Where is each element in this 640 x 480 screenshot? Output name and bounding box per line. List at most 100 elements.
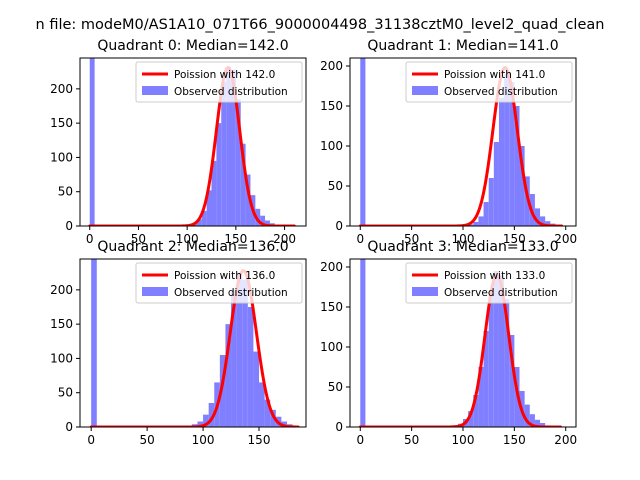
- histogram-bar: [216, 123, 222, 226]
- histogram-bar: [519, 146, 525, 226]
- y-tick-label: 0: [65, 219, 73, 233]
- y-tick-label: 200: [50, 283, 73, 297]
- histogram-bar: [534, 419, 541, 427]
- legend: Poission with 136.0 Observed distribution: [135, 262, 303, 304]
- quadrant-2-chart: 0 50 100 150 0 50 100 150 200 Quadrant 2: Median=…: [50, 239, 307, 447]
- histogram-bar: [498, 275, 505, 427]
- histogram-bar: [196, 219, 202, 226]
- histogram-bar: [226, 66, 231, 226]
- histogram-bar: [260, 215, 266, 226]
- figure-suptitle: n file: modeM0/AS1A10_071T66_9000004498_…: [36, 17, 605, 33]
- histogram-bar: [478, 216, 484, 226]
- x-tick-label: 150: [224, 232, 247, 246]
- quadrant-1-title: Quadrant 1: Median=141.0: [367, 38, 558, 54]
- y-tick-label: 100: [50, 150, 73, 164]
- y-tick-label: 0: [335, 219, 343, 233]
- x-tick-label: 50: [131, 232, 146, 246]
- x-tick-label: 150: [503, 433, 526, 447]
- histogram-bar: [468, 224, 474, 226]
- histogram-bar: [281, 421, 287, 427]
- legend-hist-label: Observed distribution: [174, 86, 288, 98]
- quadrant-2-title: Quadrant 2: Median=136.0: [97, 239, 288, 255]
- histogram-bar: [231, 289, 237, 427]
- legend-box: [135, 61, 303, 103]
- histogram-bar: [240, 143, 246, 226]
- legend-box: [135, 262, 303, 304]
- y-tick-label: 100: [320, 139, 343, 153]
- x-tick-label: 0: [86, 232, 94, 246]
- histogram-bar: [504, 299, 510, 427]
- histogram-bar: [529, 414, 535, 427]
- legend-curve-label: Poission with 142.0: [174, 69, 275, 81]
- quadrant-3-title: Quadrant 3: Median=133.0: [367, 239, 558, 255]
- x-tick-label: 200: [554, 433, 577, 447]
- histogram-bar: [498, 98, 505, 226]
- legend-curve-label: Poission with 136.0: [174, 270, 275, 282]
- x-tick-label: 50: [404, 232, 419, 246]
- histogram-bar: [509, 82, 515, 226]
- legend-hist-swatch: [412, 86, 438, 95]
- histogram-bar: [270, 409, 276, 427]
- y-tick-label: 200: [50, 82, 73, 96]
- histogram-bar: [360, 58, 366, 226]
- histogram-bar: [468, 411, 474, 427]
- legend-hist-label: Observed distribution: [444, 86, 558, 98]
- x-tick-label: 100: [452, 232, 475, 246]
- histogram-bar: [514, 106, 520, 226]
- histogram-bar: [89, 58, 95, 226]
- histogram-bar: [203, 414, 209, 427]
- legend-hist-swatch: [142, 86, 168, 95]
- legend-curve-label: Poission with 141.0: [444, 69, 545, 81]
- histogram-bar: [219, 355, 226, 427]
- x-tick-label: 0: [87, 433, 95, 447]
- histogram-bar: [504, 74, 510, 226]
- quadrant-3-plot-area: [358, 259, 563, 427]
- histogram-bar: [478, 367, 484, 427]
- legend-hist-swatch: [142, 287, 168, 296]
- histogram-bar: [488, 295, 494, 427]
- legend-box: [405, 262, 573, 304]
- legend-hist-label: Observed distribution: [444, 287, 558, 299]
- histogram-bar: [259, 382, 265, 427]
- legend-hist-swatch: [412, 287, 438, 296]
- histogram-bar: [245, 174, 251, 226]
- histogram-bar: [534, 208, 541, 226]
- histogram-bar: [540, 423, 546, 427]
- legend: Poission with 133.0 Observed distribution: [405, 262, 573, 304]
- histogram-bar: [221, 82, 227, 226]
- y-tick-label: 100: [320, 340, 343, 354]
- legend: Poission with 141.0 Observed distribution: [405, 61, 573, 103]
- x-tick-label: 100: [192, 433, 215, 447]
- x-tick-label: 50: [139, 433, 154, 447]
- histogram-bar: [91, 259, 97, 427]
- histogram-bar: [509, 335, 515, 427]
- histogram-bar: [540, 216, 546, 226]
- y-tick-label: 200: [320, 59, 343, 73]
- quadrant-0-plot-area: [88, 58, 296, 226]
- quadrant-0-title: Quadrant 0: Median=142.0: [97, 38, 288, 54]
- axes-frame: [79, 258, 307, 428]
- x-tick-label: 50: [404, 433, 419, 447]
- y-tick-label: 50: [58, 185, 73, 199]
- y-tick-label: 100: [50, 351, 73, 365]
- histogram-bar: [235, 99, 241, 226]
- x-tick-label: 0: [356, 433, 364, 447]
- quadrant-0-chart: 0 50 100 150 200 0 50 100 150 200 Quadrant 0: Medi…: [50, 38, 307, 246]
- y-tick-label: 50: [328, 179, 343, 193]
- histogram-bar: [524, 404, 530, 427]
- y-tick-label: 150: [50, 317, 73, 331]
- histogram-bar: [264, 399, 271, 427]
- histogram-bar: [208, 403, 215, 427]
- histogram-bar: [545, 221, 551, 226]
- histogram-bar: [483, 331, 489, 427]
- histogram-bar: [230, 69, 236, 226]
- histogram-bar: [247, 307, 254, 427]
- histogram-bar: [225, 324, 232, 427]
- x-tick-label: 100: [452, 433, 475, 447]
- quadrant-3-chart: 0 50 100 150 200 0 50 100 150 200 Quadrant 3: Medi…: [320, 239, 577, 447]
- histogram-bar: [236, 272, 243, 427]
- histogram-bar: [206, 190, 212, 226]
- y-tick-label: 150: [320, 300, 343, 314]
- histogram-bar: [488, 178, 494, 226]
